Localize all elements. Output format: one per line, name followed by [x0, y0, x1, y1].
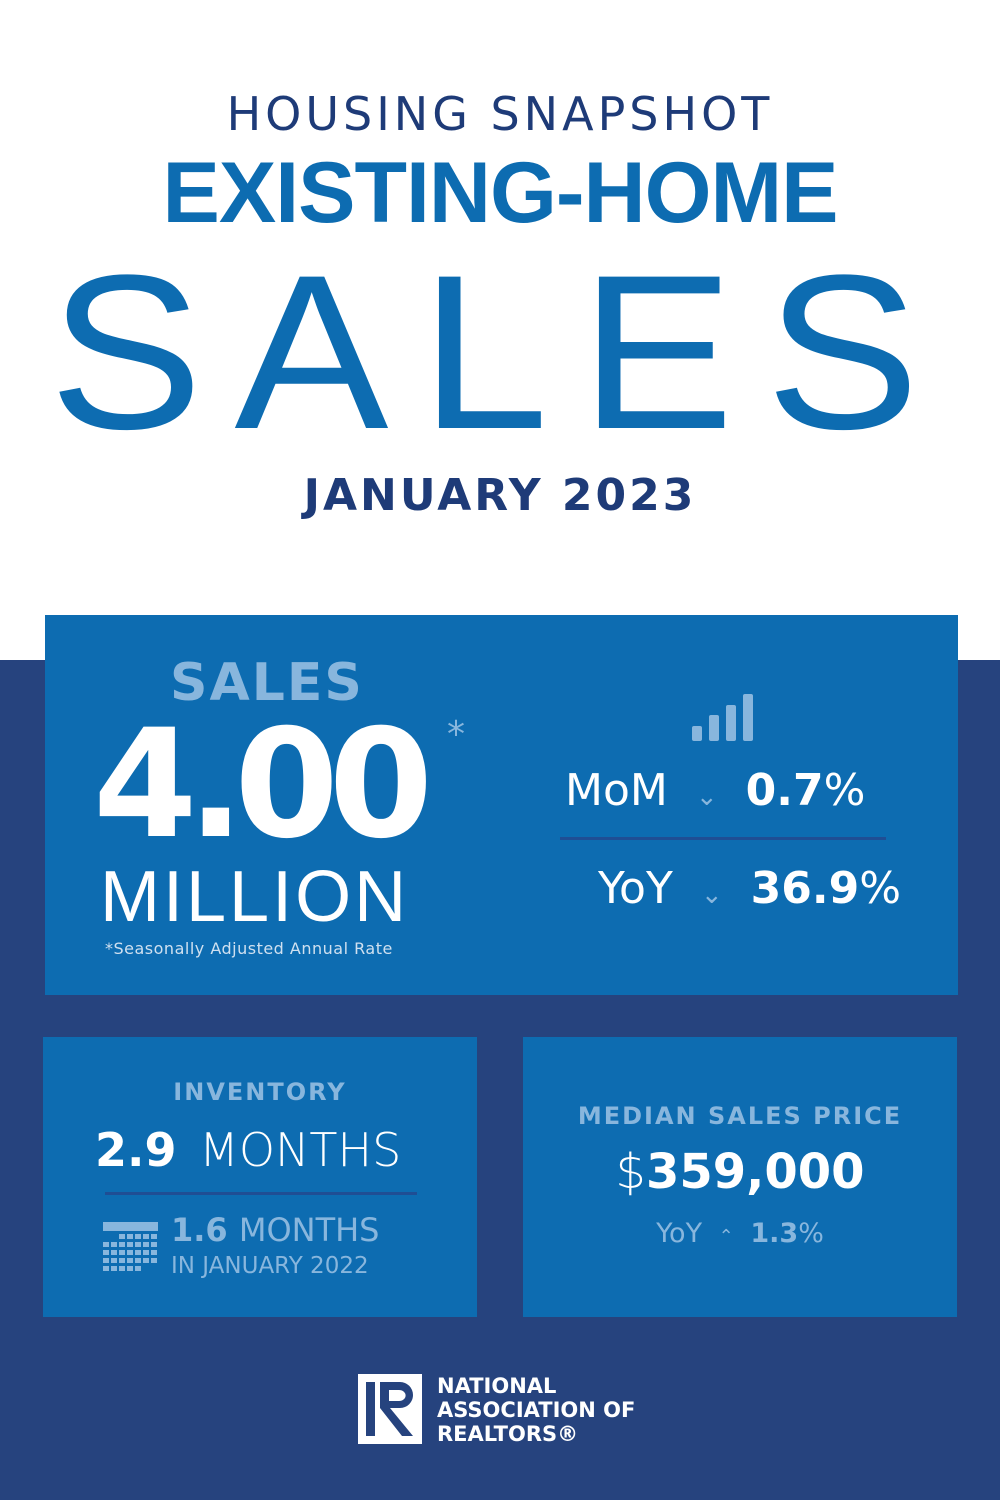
nar-logo: NATIONAL ASSOCIATION OF REALTORS® [358, 1374, 635, 1448]
price-yoy-pct: % [798, 1218, 824, 1249]
calendar-day-cell [127, 1242, 133, 1247]
sales-unit: MILLION [100, 857, 410, 937]
mom-pct: % [823, 765, 866, 816]
realtor-r-logo-icon [358, 1374, 422, 1444]
price-row: $359,000 [523, 1143, 957, 1201]
calendar-day-cell [143, 1258, 149, 1263]
divider [105, 1192, 417, 1195]
calendar-day-cell [119, 1266, 125, 1271]
asterisk: * [447, 714, 465, 755]
chevron-down-icon: ⌄ [700, 880, 723, 910]
period: JANUARY 2023 [303, 470, 697, 521]
mom-label: MoM [565, 765, 668, 816]
calendar-day-cell [119, 1242, 125, 1247]
calendar-day-cell [103, 1266, 109, 1271]
logo-line-3: REALTORS® [437, 1422, 579, 1446]
sales-value: 4.00 [93, 698, 433, 872]
calendar-day-cell [111, 1258, 117, 1263]
inventory-unit: MONTHS [199, 1123, 402, 1177]
sales-label: SALES [170, 653, 364, 713]
calendar-day-cell [103, 1242, 109, 1247]
prior-unit: MONTHS [238, 1211, 380, 1249]
prior-period: IN JANUARY 2022 [171, 1253, 369, 1279]
price-yoy-label: YoY [656, 1218, 703, 1249]
calendar-day-cell [151, 1250, 157, 1255]
inventory-label: INVENTORY [173, 1078, 347, 1106]
price-card: MEDIAN SALES PRICE $359,000 YoY ⌃ 1.3% [523, 1037, 957, 1317]
calendar-day-cell [111, 1266, 117, 1271]
nar-wordmark: NATIONAL ASSOCIATION OF REALTORS® [437, 1374, 635, 1446]
main-title: EXISTING-HOME [162, 145, 838, 241]
inventory-value: 2.9 [95, 1123, 177, 1177]
calendar-day-cell [119, 1250, 125, 1255]
calendar-day-cell [111, 1242, 117, 1247]
logo-line-1: NATIONAL [437, 1374, 557, 1398]
calendar-day-cell [135, 1250, 141, 1255]
price-yoy-row: YoY ⌃ 1.3% [523, 1217, 957, 1254]
yoy-row: YoY ⌄ 36.9% [598, 863, 901, 921]
calendar-day-cell [103, 1250, 109, 1255]
price-yoy-value: 1.3 [750, 1218, 799, 1249]
footnote: *Seasonally Adjusted Annual Rate [105, 939, 393, 958]
prior-row: 1.6 MONTHS [171, 1212, 379, 1248]
calendar-day-cell [127, 1234, 133, 1239]
calendar-day-cell [151, 1234, 157, 1239]
inventory-card: INVENTORY 2.9 MONTHS 1.6 MONTHS IN JANUA… [43, 1037, 477, 1317]
yoy-value: 36.9 [750, 863, 860, 914]
calendar-day-cell [127, 1266, 133, 1271]
yoy-pct: % [859, 863, 902, 914]
calendar-icon [103, 1222, 158, 1271]
sales-card: SALES 4.00 * MILLION *Seasonally Adjuste… [45, 615, 958, 995]
mom-value: 0.7 [745, 765, 824, 816]
inventory-value-row: 2.9 MONTHS [95, 1123, 401, 1177]
calendar-day-cell [135, 1234, 141, 1239]
calendar-day-cell [119, 1234, 125, 1239]
calendar-day-cell [135, 1242, 141, 1247]
logo-line-2: ASSOCIATION OF [437, 1398, 636, 1422]
calendar-day-cell [135, 1258, 141, 1263]
divider [560, 837, 886, 840]
calendar-day-cell [151, 1258, 157, 1263]
currency: $ [615, 1144, 646, 1200]
prior-value: 1.6 [171, 1211, 228, 1249]
chevron-up-icon: ⌃ [718, 1226, 734, 1247]
calendar-day-cell [119, 1258, 125, 1263]
price-value: 359,000 [645, 1144, 865, 1200]
calendar-day-cell [103, 1258, 109, 1263]
calendar-day-cell [135, 1266, 141, 1271]
big-title: SALES [48, 229, 952, 475]
calendar-day-cell [127, 1258, 133, 1263]
yoy-label: YoY [598, 863, 673, 914]
mom-row: MoM ⌄ 0.7% [565, 765, 865, 823]
calendar-day-cell [143, 1234, 149, 1239]
chevron-down-icon: ⌄ [695, 782, 718, 812]
calendar-day-cell [111, 1250, 117, 1255]
calendar-day-cell [143, 1250, 149, 1255]
calendar-day-cell [127, 1250, 133, 1255]
calendar-day-cell [143, 1242, 149, 1247]
calendar-day-cell [151, 1242, 157, 1247]
bar-chart-icon [692, 694, 753, 741]
price-label: MEDIAN SALES PRICE [577, 1102, 903, 1130]
eyebrow-title: HOUSING SNAPSHOT [226, 87, 774, 141]
